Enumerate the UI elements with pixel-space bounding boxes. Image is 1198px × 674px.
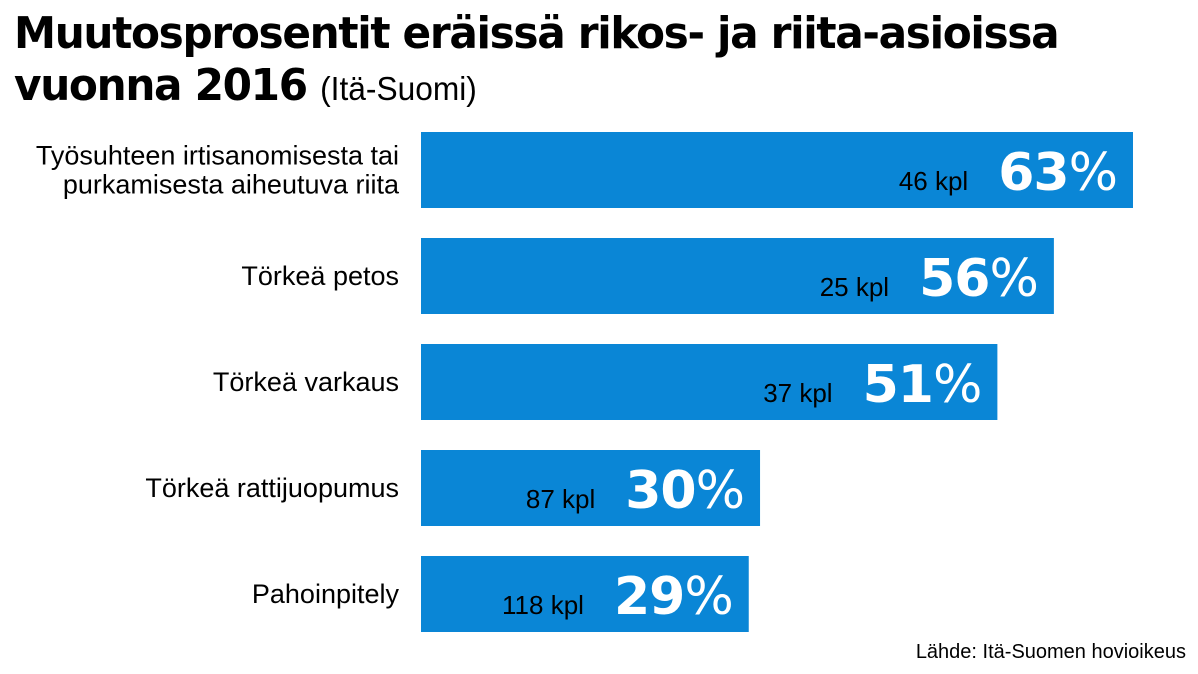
value-label: 56% — [919, 249, 1038, 309]
value-label: 30% — [625, 461, 744, 521]
bar-group: Törkeä petos 56% 25 kpl — [241, 238, 1054, 314]
count-label: 118 kpl — [502, 590, 584, 620]
category-label: Työsuhteen irtisanomisesta tai purkamises… — [36, 141, 400, 200]
category-label-line: Törkeä petos — [241, 261, 399, 291]
title-year: vuonna 2016 — [14, 60, 308, 111]
category-label: Törkeä petos — [241, 261, 399, 291]
source-note: Lähde: Itä-Suomen hovioikeus — [915, 641, 1186, 663]
category-label: Pahoinpitely — [252, 579, 400, 609]
title-line-1: Muutosprosentit eräissä rikos- ja riita-… — [14, 8, 1060, 59]
category-label-line: Törkeä varkaus — [213, 367, 399, 397]
value-number: 51 — [863, 355, 933, 415]
value-label: 29% — [614, 567, 733, 627]
bar-group: Työsuhteen irtisanomisesta tai purkamises… — [36, 132, 1133, 208]
category-label-line: Törkeä rattijuopumus — [145, 473, 399, 503]
category-label-line: purkamisesta aiheutuva riita — [63, 170, 400, 200]
category-label: Törkeä varkaus — [213, 367, 399, 397]
bar-group: Törkeä rattijuopumus 30% 87 kpl — [145, 450, 761, 526]
category-label: Törkeä rattijuopumus — [145, 473, 399, 503]
value-percent-sign: % — [1069, 143, 1117, 203]
value-percent-sign: % — [684, 567, 732, 627]
bar — [421, 132, 1133, 208]
value-number: 30 — [625, 461, 695, 521]
bar-group: Pahoinpitely 29% 118 kpl — [252, 556, 749, 632]
value-number: 29 — [614, 567, 684, 627]
category-label-line: Pahoinpitely — [252, 579, 400, 609]
value-label: 63% — [998, 143, 1117, 203]
value-percent-sign: % — [933, 355, 981, 415]
bar — [421, 238, 1054, 314]
bar-group: Törkeä varkaus 51% 37 kpl — [213, 344, 998, 420]
value-percent-sign: % — [989, 249, 1037, 309]
count-label: 87 kpl — [526, 484, 595, 514]
bar — [421, 344, 998, 420]
chart-title: Muutosprosentit eräissä rikos- ja riita-… — [14, 8, 1137, 115]
bar — [421, 450, 761, 526]
category-label-line: Työsuhteen irtisanomisesta tai — [36, 141, 399, 171]
value-number: 63 — [998, 143, 1068, 203]
title-line-2: vuonna 2016 (Itä-Suomi) — [14, 60, 1137, 115]
value-number: 56 — [919, 249, 989, 309]
value-percent-sign: % — [696, 461, 744, 521]
value-label: 51% — [863, 355, 982, 415]
title-region: (Itä-Suomi) — [320, 70, 477, 107]
count-label: 46 kpl — [899, 166, 968, 196]
bar — [421, 556, 749, 632]
count-label: 37 kpl — [763, 378, 832, 408]
count-label: 25 kpl — [820, 272, 889, 302]
